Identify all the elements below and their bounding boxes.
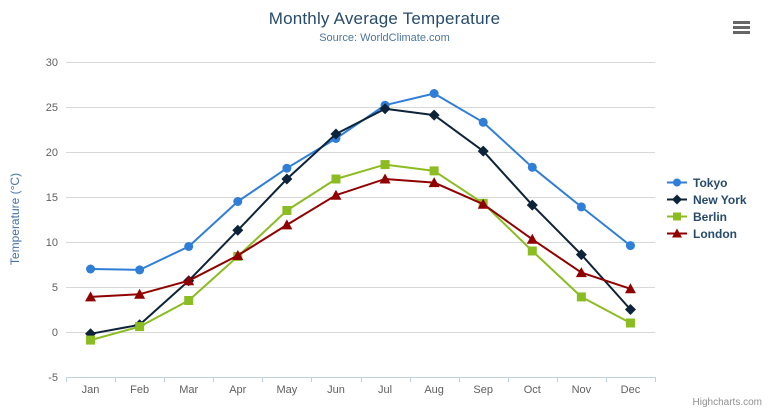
y-axis-label: 5 — [52, 282, 58, 294]
data-point-marker[interactable] — [527, 162, 537, 172]
legend-marker-triangle — [667, 228, 687, 238]
y-axis-label: 10 — [46, 237, 58, 249]
series-line[interactable] — [89, 178, 632, 298]
hamburger-bar — [733, 31, 750, 34]
data-point-marker[interactable] — [575, 249, 587, 261]
legend-item-tokyo[interactable]: Tokyo — [666, 175, 747, 190]
data-point-marker[interactable] — [672, 228, 682, 238]
y-axis-label: 25 — [46, 102, 58, 114]
data-point-marker[interactable] — [576, 202, 586, 212]
x-axis-label: Jun — [327, 384, 345, 396]
data-point-marker[interactable] — [380, 160, 390, 170]
chart-subtitle: Source: WorldClimate.com — [319, 32, 450, 44]
legend-marker-circle — [667, 178, 687, 187]
data-point-marker[interactable] — [330, 128, 342, 140]
data-point-marker[interactable] — [134, 288, 146, 299]
x-axis-label: Mar — [179, 384, 198, 396]
data-point-marker[interactable] — [282, 206, 292, 215]
x-axis-label: Nov — [572, 384, 592, 396]
data-point-marker[interactable] — [428, 109, 440, 121]
legend: Tokyo New York Berlin London — [666, 175, 747, 241]
y-axis-label: -5 — [48, 372, 58, 384]
x-axis-label: Dec — [621, 384, 641, 396]
data-point-marker[interactable] — [478, 117, 488, 127]
data-point-marker[interactable] — [232, 250, 244, 260]
data-point-marker[interactable] — [673, 212, 681, 221]
legend-label: Berlin — [693, 209, 728, 224]
data-point-marker[interactable] — [184, 242, 194, 251]
data-point-marker[interactable] — [183, 275, 195, 286]
legend-label: Tokyo — [693, 175, 728, 190]
data-point-marker[interactable] — [233, 197, 243, 206]
y-axis-label: 30 — [46, 57, 58, 69]
data-point-marker[interactable] — [429, 166, 439, 176]
x-axis-label: Oct — [524, 384, 541, 396]
y-axis-label: 20 — [46, 147, 58, 159]
data-point-marker[interactable] — [625, 318, 635, 328]
data-point-marker[interactable] — [576, 292, 586, 302]
data-point-marker[interactable] — [85, 291, 97, 302]
data-point-marker[interactable] — [379, 103, 391, 115]
legend-marker-square — [667, 212, 687, 221]
series-tokyo[interactable] — [86, 89, 635, 275]
data-point-marker[interactable] — [232, 224, 244, 236]
data-point-marker[interactable] — [477, 145, 489, 157]
legend-item-new-york[interactable]: New York — [666, 192, 747, 207]
data-point-marker[interactable] — [624, 304, 636, 315]
x-axis-label: Sep — [473, 384, 493, 396]
x-axis-label: May — [276, 384, 297, 396]
data-point-marker[interactable] — [526, 199, 538, 211]
y-axis-label: 0 — [52, 327, 58, 339]
data-point-marker[interactable] — [625, 241, 635, 251]
data-point-marker[interactable] — [379, 173, 391, 184]
hamburger-bar — [733, 21, 750, 24]
x-axis-label: Jan — [82, 384, 100, 396]
series-line[interactable] — [89, 163, 632, 342]
data-point-marker[interactable] — [672, 194, 682, 205]
legend-label: London — [693, 226, 737, 241]
data-point-marker[interactable] — [575, 267, 587, 278]
hamburger-bar — [733, 26, 750, 29]
data-point-marker[interactable] — [527, 246, 537, 256]
data-point-marker[interactable] — [330, 189, 342, 200]
data-point-marker[interactable] — [135, 265, 145, 275]
legend-item-berlin[interactable]: Berlin — [666, 209, 747, 224]
credits-link[interactable]: Highcharts.com — [692, 397, 762, 408]
x-axis-label: Aug — [424, 384, 444, 396]
data-point-marker[interactable] — [428, 177, 440, 188]
data-point-marker[interactable] — [184, 296, 194, 305]
data-point-marker[interactable] — [624, 283, 636, 294]
chart-title: Monthly Average Temperature — [268, 9, 501, 28]
y-axis-label: 15 — [46, 192, 58, 204]
data-point-marker[interactable] — [429, 89, 439, 98]
data-point-marker[interactable] — [673, 178, 681, 187]
legend-marker-diamond — [667, 194, 687, 205]
data-point-marker[interactable] — [282, 163, 292, 173]
series-line[interactable] — [89, 107, 632, 335]
series-line[interactable] — [89, 92, 632, 271]
series-london[interactable] — [85, 173, 636, 302]
data-point-marker[interactable] — [281, 219, 293, 230]
data-point-marker[interactable] — [331, 174, 341, 184]
data-point-marker[interactable] — [477, 198, 489, 209]
data-point-marker[interactable] — [135, 322, 145, 332]
data-point-marker[interactable] — [281, 173, 293, 185]
x-axis-label: Feb — [130, 384, 149, 396]
data-point-marker[interactable] — [526, 233, 538, 244]
legend-label: New York — [693, 192, 747, 207]
hamburger-icon[interactable] — [733, 21, 750, 34]
x-axis-label: Apr — [229, 384, 246, 396]
series-new-york[interactable] — [85, 103, 636, 340]
data-point-marker[interactable] — [86, 264, 96, 274]
data-point-marker[interactable] — [86, 335, 96, 345]
legend-item-london[interactable]: London — [666, 226, 747, 241]
x-axis-label: Jul — [378, 384, 392, 396]
